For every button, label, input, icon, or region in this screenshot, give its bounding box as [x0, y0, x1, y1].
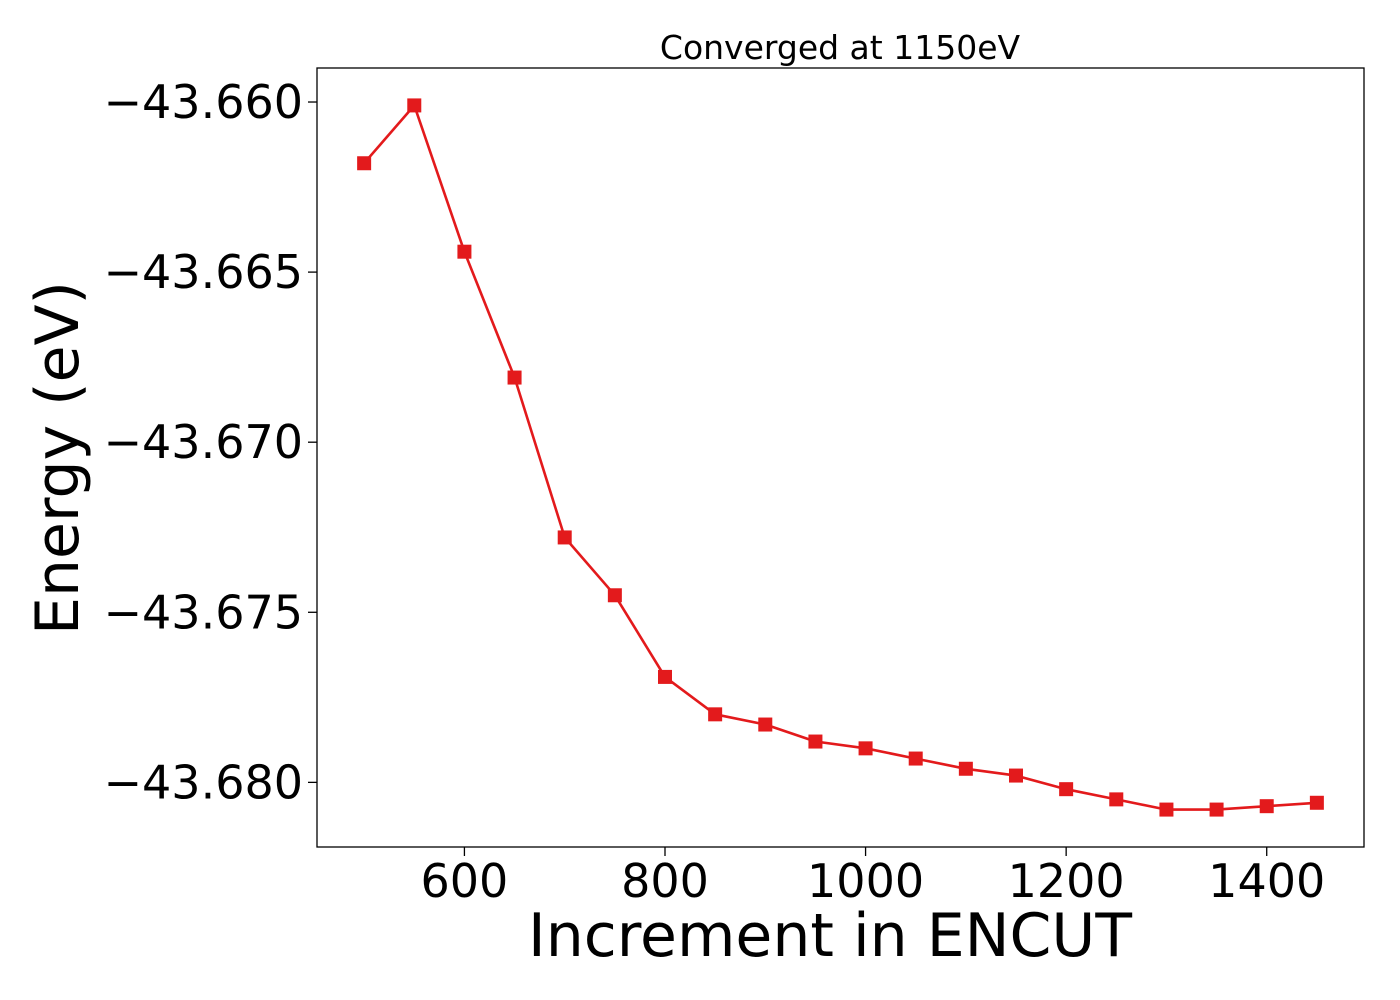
y-axis-title: Energy (eV) [23, 281, 93, 635]
x-tick-label: 600 [421, 854, 509, 908]
data-point [1209, 802, 1224, 817]
plot-frame [316, 67, 1365, 848]
data-point [457, 244, 472, 259]
x-axis: 600 800 1000 1200 1400 [421, 847, 1325, 908]
data-point [1159, 802, 1174, 817]
data-point [708, 707, 723, 722]
x-axis-title: Increment in ENCUT [528, 901, 1132, 971]
data-point [958, 761, 973, 776]
data-point [1309, 795, 1324, 810]
data-point [607, 588, 622, 603]
data-point [657, 669, 672, 684]
y-tick-label: −43.675 [104, 585, 304, 639]
y-tick-label: −43.660 [104, 75, 304, 129]
data-point [1259, 799, 1274, 814]
plot-area [357, 98, 1324, 817]
data-point [407, 98, 422, 113]
data-point [758, 717, 773, 732]
y-tick-label: −43.665 [104, 245, 304, 299]
data-point [507, 370, 522, 385]
data-point [557, 530, 572, 545]
x-tick-label: 1000 [807, 854, 924, 908]
x-tick-label: 1400 [1208, 854, 1325, 908]
data-point [1109, 792, 1124, 807]
chart-title: Converged at 1150eV [660, 28, 1021, 67]
data-point [1009, 768, 1024, 783]
data-point [908, 751, 923, 766]
series-line [363, 104, 1317, 811]
x-tick-label: 1200 [1008, 854, 1125, 908]
y-tick-label: −43.680 [104, 755, 304, 809]
y-tick-label: −43.670 [104, 415, 304, 469]
y-axis: −43.660 −43.665 −43.670 −43.675 −43.680 [104, 75, 317, 809]
x-tick-label: 800 [621, 854, 709, 908]
data-point [858, 741, 873, 756]
data-point [808, 734, 823, 749]
data-point [357, 156, 372, 171]
data-point [1059, 782, 1074, 797]
